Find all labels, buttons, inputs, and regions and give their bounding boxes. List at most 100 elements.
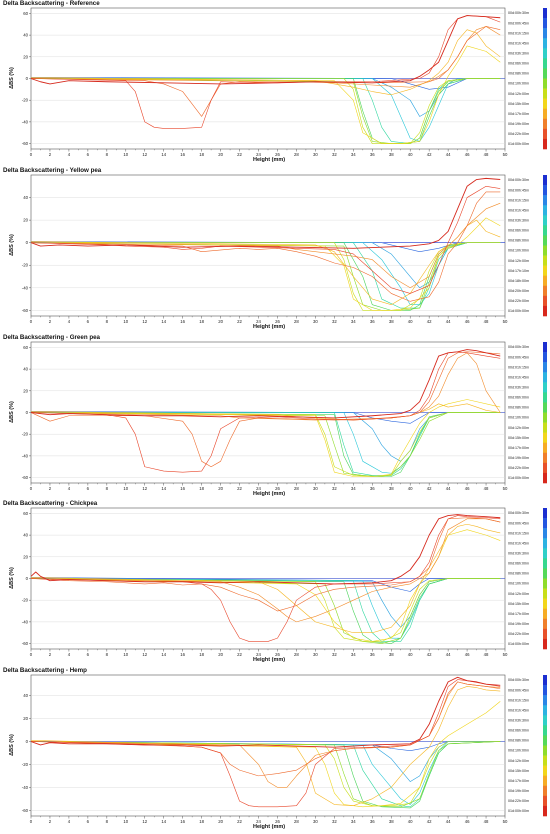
series-line [31, 202, 501, 289]
legend-color-swatch [543, 725, 547, 736]
legend-label: 00d:15h:00m [508, 602, 529, 606]
x-tick-label: 20 [218, 152, 223, 157]
x-tick-label: 0 [30, 319, 33, 324]
x-tick-label: 2 [49, 652, 52, 657]
legend-color-swatch [543, 558, 547, 569]
y-tick-label: 20 [23, 554, 28, 559]
legend-color-swatch [543, 675, 547, 686]
x-tick-label: 50 [503, 652, 508, 657]
series-line [31, 45, 501, 144]
x-tick-label: 8 [106, 819, 109, 824]
legend-label: 00d:00h:45m [508, 21, 529, 25]
x-tick-label: 26 [275, 819, 280, 824]
legend-label: 00d:01h:45m [508, 541, 529, 545]
legend-label: 00d:17h:00m [508, 779, 529, 783]
x-tick-label: 40 [408, 152, 413, 157]
chart-panel: Delta Backscattering - Yellow pea -60 -40 -… [0, 167, 550, 331]
legend-color-swatch [543, 518, 547, 529]
legend-label: 00d:01h:15m [508, 698, 529, 702]
legend-label: 00d:19h:00m [508, 456, 529, 460]
series-line [31, 577, 501, 592]
series-line [31, 578, 501, 644]
legend-color-swatch [543, 205, 547, 216]
series-line [31, 185, 501, 294]
x-tick-label: 26 [275, 319, 280, 324]
x-tick-label: 8 [106, 486, 109, 491]
legend-color-swatch [543, 245, 547, 256]
series-line [31, 741, 501, 809]
x-tick-label: 18 [199, 652, 204, 657]
y-tick-label: -40 [22, 785, 29, 790]
series-line [31, 518, 501, 623]
legend-label: 00d:19h:00m [508, 122, 529, 126]
y-tick-label: 20 [23, 388, 28, 393]
legend-label: 00d:03h:30m [508, 552, 529, 556]
x-axis-label: Height (mm) [253, 157, 286, 163]
y-tick-label: -20 [22, 598, 29, 603]
x-tick-label: 8 [106, 319, 109, 324]
x-tick-label: 20 [218, 652, 223, 657]
legend-color-swatch [543, 175, 547, 186]
legend-label: 00d:01h:15m [508, 198, 529, 202]
x-tick-label: 16 [180, 486, 185, 491]
x-tick-label: 44 [446, 652, 451, 657]
legend-label: 00d:22h:00m [508, 632, 529, 636]
x-tick-label: 40 [408, 652, 413, 657]
legend-color-swatch [543, 538, 547, 549]
x-tick-label: 44 [446, 319, 451, 324]
x-tick-label: 50 [503, 819, 508, 824]
legend-color-swatch [543, 508, 547, 519]
chart-panel: Delta Backscattering - Green pea -60 -40 -2… [0, 334, 550, 498]
x-tick-label: 22 [237, 319, 242, 324]
series-line [31, 15, 501, 85]
x-tick-label: 4 [68, 819, 71, 824]
x-tick-label: 46 [465, 319, 470, 324]
legend-color-swatch [543, 362, 547, 373]
x-tick-label: 46 [465, 486, 470, 491]
x-tick-label: 20 [218, 819, 223, 824]
x-tick-label: 4 [68, 652, 71, 657]
legend-color-swatch [543, 462, 547, 474]
legend-color-swatch [543, 225, 547, 236]
x-tick-label: 30 [313, 319, 318, 324]
chart-panel: Delta Backscattering - Chickpea -60 -40 -20… [0, 500, 550, 664]
series-line [31, 177, 501, 249]
y-tick-label: -20 [22, 263, 29, 268]
y-tick-label: -40 [22, 285, 29, 290]
legend-label: 00d:00h:30m [508, 678, 529, 682]
legend-color-swatch [543, 38, 547, 49]
legend-label: 00d:19h:00m [508, 789, 529, 793]
x-tick-label: 10 [123, 319, 128, 324]
legend-label: 01d:00h:00m [508, 642, 529, 646]
legend-color-swatch [543, 695, 547, 706]
x-tick-label: 14 [161, 152, 166, 157]
legend-color-swatch [543, 588, 547, 599]
x-tick-label: 4 [68, 152, 71, 157]
x-tick-label: 16 [180, 319, 185, 324]
y-tick-label: 60 [23, 11, 28, 16]
x-tick-label: 46 [465, 652, 470, 657]
x-tick-label: 10 [123, 152, 128, 157]
x-tick-label: 38 [389, 152, 394, 157]
x-tick-label: 34 [351, 152, 356, 157]
series-line [31, 411, 501, 424]
series-line [31, 686, 501, 806]
legend-color-swatch [543, 528, 547, 539]
x-tick-label: 24 [256, 652, 261, 657]
x-tick-label: 6 [87, 652, 90, 657]
legend-color-swatch [543, 28, 547, 39]
x-tick-label: 42 [427, 152, 432, 157]
x-tick-label: 42 [427, 652, 432, 657]
y-tick-label: 40 [23, 533, 28, 538]
legend-color-swatch [543, 422, 547, 433]
x-tick-label: 36 [370, 652, 375, 657]
series-line [31, 242, 501, 311]
x-tick-label: 36 [370, 819, 375, 824]
x-tick-label: 42 [427, 819, 432, 824]
x-axis-label: Height (mm) [253, 491, 286, 497]
series-line [31, 679, 501, 808]
x-tick-label: 22 [237, 152, 242, 157]
series-line [31, 78, 501, 144]
